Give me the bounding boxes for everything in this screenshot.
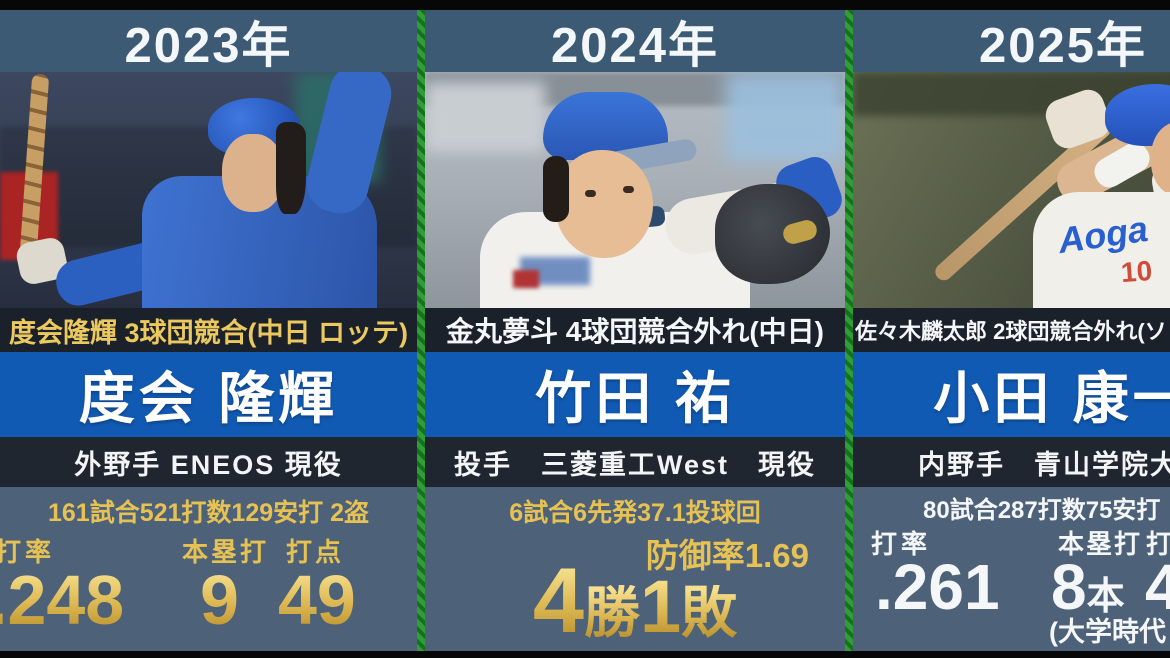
draft-note-band-2024: 金丸夢斗 4球団競合外れ(中日)	[425, 308, 845, 352]
stats-panel-2024: 6試合6先発37.1投球回 防御率1.69 4 勝 1 敗	[425, 487, 845, 651]
wins-unit: 勝	[584, 581, 640, 645]
draft-note-text: 度会隆輝 3球団競合(中日 ロッテ)	[8, 317, 408, 348]
wins-value: 4	[532, 550, 584, 653]
hr-value-group: 8 本	[1051, 555, 1125, 619]
jersey-torso	[1033, 192, 1170, 308]
green-separator-2	[845, 10, 853, 651]
jersey-number: 10	[1119, 254, 1154, 289]
player-photo-2023	[0, 72, 417, 308]
avg-label: 打率	[871, 529, 932, 559]
year-label: 2024年	[550, 18, 719, 73]
position-text: 投手 三菱重工West 現役	[453, 449, 817, 480]
green-separator-1	[417, 10, 425, 651]
player-face	[1151, 122, 1170, 196]
chest-patch-red	[513, 270, 539, 288]
player-name-band-2025: 小田 康一	[853, 352, 1170, 437]
player-name-band-2023: 度会 隆輝	[0, 352, 417, 437]
player-photo-2025: Aoga 10	[853, 72, 1170, 308]
position-text: 内野手 青山学院大学	[918, 449, 1170, 480]
rbi-value: 49	[278, 561, 356, 639]
avg-value: .261	[875, 551, 1000, 623]
position-band-2025: 内野手 青山学院大学	[853, 437, 1170, 487]
stats-summary: 6試合6先発37.1投球回	[509, 499, 761, 527]
blue-seat-blur	[725, 72, 845, 162]
column-2025: 2025年 Aoga 10 佐々木麟太郎 2球団競合外れ(ソ 小田 康一 内野手…	[853, 0, 1170, 658]
hr-label: 本塁打	[1058, 529, 1143, 559]
rbi-label: 打点	[286, 537, 345, 567]
college-era-note-partial: (大学時代	[1049, 617, 1166, 647]
draft-note-text: 佐々木麟太郎 2球団競合外れ(ソ	[855, 319, 1167, 344]
position-text: 外野手 ENEOS 現役	[74, 449, 343, 480]
avg-value: .248	[0, 565, 124, 635]
avg-label: 打率	[0, 537, 56, 567]
player-hair	[276, 122, 306, 214]
draft-note-band-2023: 度会隆輝 3球団競合(中日 ロッテ)	[0, 308, 417, 352]
year-header-2023: 2023年	[0, 10, 417, 73]
player-name: 竹田 祐	[535, 367, 735, 430]
player-eye-right	[623, 186, 634, 193]
crowd-blur-left	[425, 82, 545, 152]
hr-value: 9	[200, 561, 239, 639]
position-band-2023: 外野手 ENEOS 現役	[0, 437, 417, 487]
player-hair	[543, 156, 569, 222]
draft-note-band-2025: 佐々木麟太郎 2球団競合外れ(ソ	[853, 308, 1170, 352]
draft-note-text: 金丸夢斗 4球団競合外れ(中日)	[445, 316, 824, 347]
player-photo-2024	[425, 72, 845, 308]
hr-label: 本塁打	[182, 537, 270, 567]
stats-panel-2025: 80試合287打数75安打 打率 .261 本塁打 打 8 本 4 (大学時代	[853, 487, 1170, 651]
losses-value: 1	[640, 565, 682, 649]
player-face	[555, 150, 653, 258]
era-line: 防御率1.69	[645, 537, 809, 574]
hr-value: 8	[1051, 551, 1087, 623]
year-label: 2025年	[978, 18, 1147, 73]
stats-summary: 161試合521打数129安打 2盗	[48, 499, 369, 527]
column-2023: 2023年 度会隆輝 3球団競合(中日 ロッテ) 度会 隆輝 外野手 ENEOS…	[0, 0, 417, 658]
year-header-2024: 2024年	[425, 10, 845, 73]
player-name: 度会 隆輝	[78, 367, 339, 430]
player-name: 小田 康一	[933, 367, 1170, 430]
position-band-2024: 投手 三菱重工West 現役	[425, 437, 845, 487]
win-loss-record: 4 勝 1 敗	[425, 550, 845, 653]
hr-unit: 本	[1086, 576, 1125, 618]
player-name-band-2024: 竹田 祐	[425, 352, 845, 437]
losses-unit: 敗	[681, 581, 738, 645]
stats-panel-2023: 161試合521打数129安打 2盗 打率 .248 本塁打 9 打点 49	[0, 487, 417, 651]
column-2024: 2024年 金丸夢斗 4球団競合外れ(中日) 竹田 祐	[425, 0, 845, 658]
year-header-2025: 2025年	[853, 10, 1170, 73]
year-label: 2023年	[124, 18, 293, 73]
rbi-value-partial: 4	[1145, 551, 1170, 623]
player-face	[222, 134, 284, 212]
player-eye-left	[585, 190, 596, 197]
rbi-label-partial: 打	[1146, 529, 1170, 559]
stats-summary: 80試合287打数75安打	[923, 497, 1161, 524]
